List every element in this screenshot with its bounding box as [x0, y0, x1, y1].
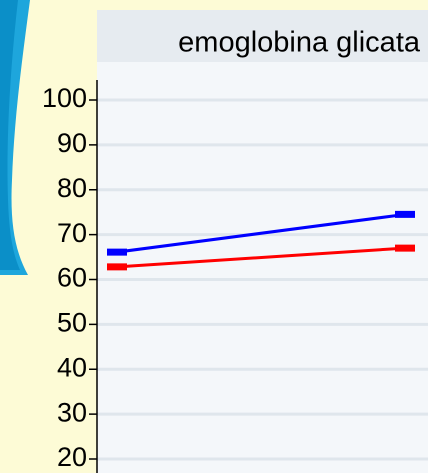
y-tick-label: 50 — [57, 308, 87, 338]
page: {"chart_data": {"type": "line", "title":… — [0, 0, 428, 473]
chart: emoglobina glicata 20 30 40 50 60 70 80 90 100 — [0, 0, 428, 473]
plot-background — [97, 62, 428, 473]
y-tick-label: 100 — [42, 83, 87, 113]
chart-title: emoglobina glicata — [178, 27, 421, 59]
y-tick-label: 70 — [57, 218, 87, 248]
y-tick-label: 30 — [57, 397, 87, 427]
y-tick-label: 40 — [57, 352, 87, 382]
y-tick-label: 80 — [57, 173, 87, 203]
y-tick-label: 20 — [57, 442, 87, 472]
y-tick-label: 90 — [57, 128, 87, 158]
y-tick-label: 60 — [57, 263, 87, 293]
